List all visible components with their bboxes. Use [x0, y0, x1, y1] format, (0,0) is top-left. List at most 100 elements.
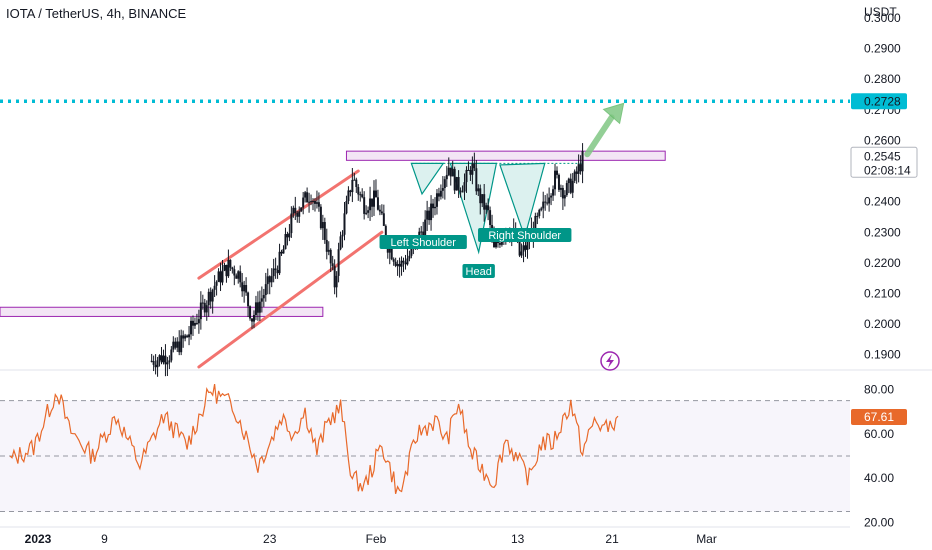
resistance-zone[interactable] [345, 150, 666, 161]
candle-body [496, 241, 499, 244]
target-price-badge[interactable] [851, 93, 907, 110]
candle-body [487, 205, 490, 211]
lightning-icon[interactable] [600, 351, 620, 371]
candle-body [294, 207, 297, 214]
candle-body [249, 306, 252, 319]
candle-body [337, 249, 340, 276]
candle-body [211, 289, 214, 302]
candle-body [526, 238, 529, 250]
price-unit: USDT [864, 5, 897, 19]
candle-body [439, 190, 442, 197]
candle-body [404, 262, 407, 265]
right-shoulder-label: Right Shoulder [488, 230, 561, 242]
candle-body [308, 201, 311, 203]
candle-body [319, 206, 322, 229]
right-shoulder-shape[interactable] [499, 162, 546, 239]
candle-body [402, 260, 405, 263]
channel-line-2[interactable] [197, 230, 384, 369]
projection-arrow-shaft[interactable] [584, 114, 615, 158]
candle-body [579, 164, 582, 172]
candle-body [378, 209, 381, 212]
candle-body [239, 271, 242, 283]
candle-body [215, 281, 218, 286]
candle-body [546, 202, 549, 204]
current-price-badge[interactable] [850, 146, 918, 178]
candle-body [408, 255, 411, 259]
candle-body [199, 302, 202, 320]
candle-body [247, 292, 250, 307]
candle-body [292, 207, 295, 214]
candle-body [276, 270, 279, 274]
candle-body [353, 179, 356, 181]
candle-body [274, 268, 277, 271]
candle-body [278, 251, 281, 274]
candle-body [298, 211, 301, 217]
candle-body [310, 201, 313, 203]
candle-body [477, 188, 480, 192]
candle-body [339, 236, 342, 250]
candle-body [254, 302, 257, 315]
candle-body [428, 210, 431, 221]
candle-body [258, 301, 261, 313]
candle-body [205, 305, 208, 313]
candle-body [172, 341, 175, 350]
price-tick-label: 0.2600 [864, 133, 901, 147]
left-shoulder-label-bg [379, 235, 467, 249]
candle-body [461, 191, 464, 193]
candle-body [180, 335, 183, 353]
candle-body [190, 320, 193, 335]
candle-body [376, 197, 379, 210]
candle-body [164, 355, 167, 365]
candle-body [489, 210, 492, 226]
candle-body [262, 295, 265, 299]
left-shoulder-shape[interactable] [410, 162, 445, 196]
candle-body [207, 291, 210, 306]
channel-line-1[interactable] [197, 169, 360, 280]
candle-body [154, 364, 157, 368]
candle-body [349, 190, 352, 193]
candle-body [341, 234, 344, 237]
candle-body [471, 163, 474, 175]
candle-body [534, 215, 537, 236]
candle-body [182, 335, 185, 339]
candle-body [388, 247, 391, 253]
candle-body [272, 268, 275, 277]
candle-body [217, 271, 220, 282]
candle-body [345, 201, 348, 214]
candle-body [351, 179, 354, 193]
candle-body [561, 187, 564, 199]
time-tick-label: 21 [605, 532, 619, 546]
candle-body [235, 275, 238, 279]
candle-body [156, 360, 159, 368]
candle-body [435, 193, 438, 207]
rsi-line[interactable] [9, 383, 619, 494]
candle-body [162, 355, 165, 363]
rsi-value-badge[interactable] [851, 408, 907, 425]
candle-body [498, 243, 501, 245]
candle-body [567, 178, 570, 184]
candle-body [264, 284, 267, 296]
candle-body [241, 282, 244, 292]
support-zone[interactable] [0, 306, 324, 317]
right-shoulder-label-bg [478, 228, 572, 242]
candle-body [575, 171, 578, 174]
candle-body [178, 341, 181, 353]
candle-body [282, 249, 285, 254]
candle-body [373, 190, 376, 207]
candle-body [315, 202, 318, 204]
candle-body [467, 169, 470, 171]
rsi-value: 67.61 [864, 410, 894, 424]
candle-body [563, 195, 566, 199]
candle-body [221, 270, 224, 283]
candle-body [569, 178, 572, 193]
candle-body [465, 169, 468, 183]
candle-body [367, 210, 370, 213]
candle-body [443, 179, 446, 189]
candle-body [304, 192, 307, 198]
price-tick-label: 0.2300 [864, 225, 901, 239]
candle-body [233, 269, 236, 276]
candle-body [188, 334, 191, 338]
candle-body [573, 171, 576, 181]
projection-arrow-head[interactable] [602, 102, 625, 125]
